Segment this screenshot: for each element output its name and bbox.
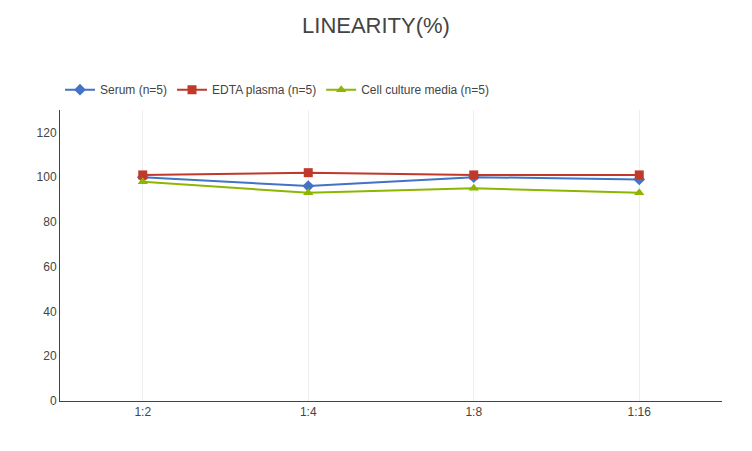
svg-text:1:4: 1:4 — [300, 405, 317, 419]
svg-text:120: 120 — [37, 126, 57, 140]
svg-text:Serum (n=5): Serum (n=5) — [100, 83, 167, 97]
svg-text:EDTA plasma (n=5): EDTA plasma (n=5) — [212, 83, 316, 97]
svg-text:20: 20 — [43, 349, 57, 363]
svg-text:1:2: 1:2 — [134, 405, 151, 419]
svg-text:60: 60 — [43, 260, 57, 274]
svg-text:80: 80 — [43, 215, 57, 229]
svg-text:1:8: 1:8 — [465, 405, 482, 419]
svg-text:LINEARITY(%): LINEARITY(%) — [302, 13, 450, 38]
svg-text:1:16: 1:16 — [628, 405, 652, 419]
svg-text:0: 0 — [50, 394, 57, 408]
svg-text:100: 100 — [37, 170, 57, 184]
svg-text:Cell culture media (n=5): Cell culture media (n=5) — [361, 83, 489, 97]
svg-text:40: 40 — [43, 305, 57, 319]
